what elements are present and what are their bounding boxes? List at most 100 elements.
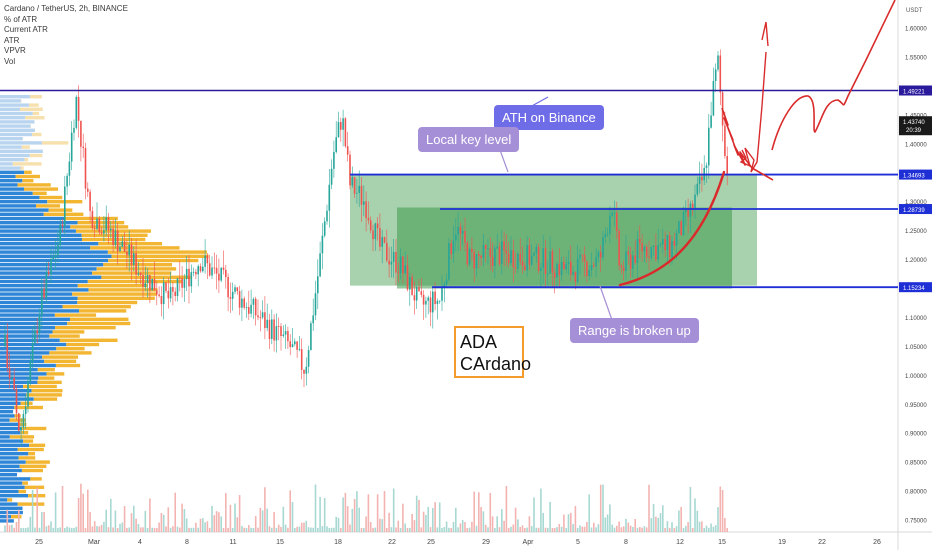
- y-tick-label: 0.85000: [905, 461, 927, 467]
- candle-body: [648, 257, 650, 258]
- volume-bar: [471, 522, 473, 532]
- volume-bar: [193, 528, 195, 532]
- indicator-vol[interactable]: Vol: [4, 57, 128, 68]
- callout-local-key-level[interactable]: Local key level: [418, 127, 519, 152]
- candle-body: [510, 250, 512, 263]
- vpvr-yellow-bar: [77, 301, 137, 304]
- volume-bar: [485, 525, 487, 532]
- vpvr-blue-bar: [0, 456, 19, 459]
- candle-body: [425, 301, 427, 305]
- volume-bar: [455, 508, 457, 532]
- candle-body: [85, 148, 87, 189]
- volume-bar: [181, 504, 183, 532]
- candle-body: [478, 254, 480, 256]
- volume-bar: [57, 528, 59, 532]
- indicator-atr-percent[interactable]: % of ATR: [4, 15, 128, 26]
- candle-body: [607, 234, 609, 235]
- vpvr-blue-bar: [0, 242, 98, 245]
- volume-bar: [214, 515, 216, 532]
- vpvr-blue-bar: [0, 486, 25, 489]
- volume-bar: [347, 506, 349, 532]
- volume-bar: [365, 516, 367, 532]
- level-price-label: 1.34693: [903, 174, 925, 180]
- continuation-drawing: [772, 0, 895, 150]
- candle-body: [662, 239, 664, 244]
- volume-bar: [432, 508, 434, 532]
- candle-body: [391, 262, 393, 265]
- x-tick-label: 12: [676, 539, 684, 546]
- candle-body: [108, 217, 110, 230]
- candle-body: [554, 273, 556, 278]
- volume-bar: [135, 519, 137, 532]
- volume-bar: [312, 528, 314, 532]
- candle-body: [174, 292, 176, 296]
- candle-body: [347, 146, 349, 154]
- volume-bar: [96, 526, 98, 532]
- candle-body: [103, 230, 105, 233]
- volume-bar: [18, 510, 20, 532]
- volume-bar: [375, 528, 377, 532]
- volume-bar: [632, 527, 634, 532]
- y-tick-label: 1.10000: [905, 316, 927, 322]
- candle-body: [646, 247, 648, 257]
- candle-body: [386, 243, 388, 261]
- volume-bar: [524, 528, 526, 532]
- candle-body: [694, 195, 696, 209]
- indicator-atr[interactable]: ATR: [4, 36, 128, 47]
- volume-bar: [655, 517, 657, 532]
- candle-body: [388, 261, 390, 265]
- candle-body: [407, 265, 409, 289]
- vpvr-blue-bar: [0, 448, 18, 451]
- volume-bar: [255, 516, 257, 532]
- vpvr-blue-bar: [0, 494, 28, 497]
- title-box[interactable]: ADA CArdano: [454, 326, 524, 378]
- volume-bar: [211, 506, 213, 532]
- candle-body: [273, 319, 275, 340]
- candle-body: [9, 368, 11, 378]
- volume-bar: [575, 506, 577, 532]
- candle-body: [575, 272, 577, 282]
- candle-body: [676, 233, 678, 245]
- volume-bar: [726, 528, 728, 532]
- vpvr-blue-bar: [0, 313, 55, 316]
- volume-bar: [317, 528, 319, 532]
- volume-bar: [345, 493, 347, 532]
- vpvr-yellow-bar: [20, 465, 47, 468]
- vpvr-yellow-bar: [22, 469, 43, 472]
- y-tick-label: 1.20000: [905, 258, 927, 264]
- volume-bar: [319, 497, 321, 532]
- x-tick-label: 15: [718, 539, 726, 546]
- volume-bar: [720, 487, 722, 532]
- candle-body: [361, 186, 363, 205]
- vpvr-blue-bar: [0, 108, 20, 111]
- volume-bar: [82, 494, 84, 532]
- indicator-current-atr[interactable]: Current ATR: [4, 25, 128, 36]
- candle-body: [117, 231, 119, 252]
- volume-bar: [36, 488, 38, 532]
- candle-body: [149, 275, 151, 290]
- candle-body: [315, 293, 317, 315]
- vpvr-blue-bar: [0, 158, 25, 161]
- volume-bar: [280, 527, 282, 532]
- candle-body: [628, 251, 630, 254]
- volume-bar: [209, 528, 211, 532]
- vpvr-blue-bar: [0, 221, 78, 224]
- candle-body: [598, 252, 600, 257]
- vpvr-blue-bar: [0, 355, 42, 358]
- callout-range-broken[interactable]: Range is broken up: [570, 318, 699, 343]
- symbol-label[interactable]: Cardano / TetherUS, 2h, BINANCE: [4, 4, 128, 15]
- candle-body: [616, 213, 618, 231]
- volume-bar: [87, 490, 89, 532]
- candle-body: [197, 266, 199, 274]
- volume-bar: [69, 528, 71, 532]
- volume-bar: [62, 486, 64, 532]
- title-line-cardano: CArdano: [460, 353, 522, 375]
- volume-bar: [174, 493, 176, 532]
- volume-bar: [361, 528, 363, 532]
- candle-body: [398, 273, 400, 274]
- indicator-vpvr[interactable]: VPVR: [4, 46, 128, 57]
- candle-body: [202, 267, 204, 271]
- candle-body: [329, 185, 331, 211]
- vpvr-yellow-bar: [70, 318, 128, 321]
